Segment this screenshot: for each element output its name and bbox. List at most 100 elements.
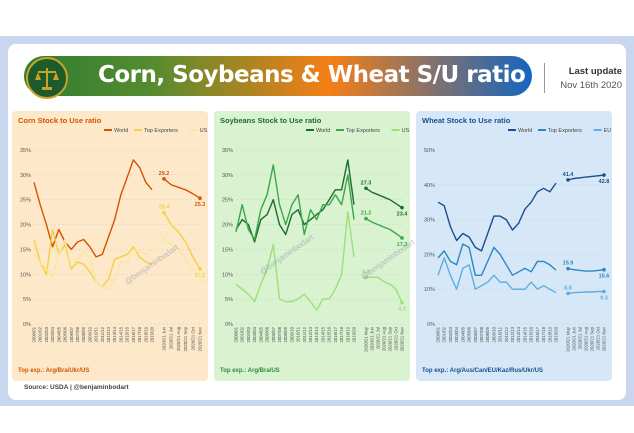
- header-divider: [544, 63, 545, 93]
- wheat-chart-title: Wheat Stock to Use ratio: [422, 116, 511, 125]
- x-tick-label: 2008/09: [485, 326, 490, 342]
- page-title: Corn, Soybeans & Wheat S/U ratio: [98, 62, 526, 88]
- last-update-date: Nov 16th 2020: [560, 80, 622, 91]
- x-tick-label: 2020/21 Aug: [584, 326, 589, 351]
- scales-logo-icon: [26, 57, 68, 99]
- x-tick-label: 2003/04: [252, 326, 257, 342]
- corn-panel: [12, 111, 208, 381]
- x-tick-label: 2015/16: [529, 326, 534, 342]
- x-tick-label: 2005/06: [265, 326, 270, 342]
- y-tick-label: 25%: [222, 198, 233, 204]
- data-label: 17.3: [397, 242, 408, 248]
- x-tick-label: 2010/11: [296, 326, 301, 342]
- x-tick-label: 2015/16: [327, 326, 332, 342]
- x-tick-label: 2020/21 May: [364, 326, 369, 352]
- x-tick-label: 2013/14: [112, 326, 117, 342]
- x-tick-label: 2007/08: [479, 326, 484, 342]
- series-line-world: [437, 182, 557, 252]
- projection-point: [364, 275, 368, 280]
- x-tick-label: 2006/07: [69, 326, 74, 342]
- title-banner: [24, 56, 532, 96]
- x-tick-label: 2003/04: [454, 326, 459, 342]
- y-tick-label: 25%: [20, 198, 31, 204]
- y-tick-label: 0%: [427, 322, 435, 328]
- y-tick-label: 10%: [222, 272, 233, 278]
- y-tick-label: 20%: [424, 252, 435, 258]
- x-tick-label: 2010/11: [498, 326, 503, 342]
- projection-line: [365, 187, 403, 209]
- soybeans-chart: 0% 5% 10% 15% 20% 25% 30% 35% World Top Exporters…: [222, 128, 410, 352]
- projection-point: [198, 273, 202, 278]
- y-tick-label: 30%: [20, 173, 31, 179]
- projection-point: [566, 291, 570, 296]
- y-tick-label: 35%: [20, 148, 31, 154]
- x-tick-label: 2009/10: [491, 326, 496, 342]
- projection-line: [567, 268, 605, 272]
- wheat-footnote: Top exp.: Arg/Aus/Can/EU/Kaz/Rus/Ukr/US: [422, 368, 544, 374]
- x-tick-label: 2020/21 Sep: [388, 326, 393, 351]
- x-tick-label: 2020/21 Aug: [382, 326, 387, 351]
- x-tick-label: 2003/04: [50, 326, 55, 342]
- legend-entry: EU: [604, 128, 612, 134]
- source-credit: Source: USDA | @benjaminbodart: [24, 384, 129, 391]
- projection-point: [162, 237, 166, 242]
- projection-point: [400, 300, 404, 305]
- x-tick-label: 2018/19: [345, 326, 350, 342]
- data-label: 9.8: [196, 279, 204, 285]
- x-tick-label: 2020/21 Sep: [183, 326, 188, 351]
- x-tick-label: 2014/15: [118, 326, 123, 342]
- x-tick-label: 2019/20: [554, 326, 559, 342]
- soybeans-panel: [214, 111, 410, 381]
- x-tick-label: 2020/21 Oct: [596, 326, 601, 350]
- x-tick-label: 2000/01: [234, 326, 239, 342]
- y-tick-label: 30%: [424, 218, 435, 224]
- x-tick-label: 2010/11: [94, 326, 99, 342]
- y-tick-label: 20%: [20, 223, 31, 229]
- data-label: 9.4: [362, 269, 371, 275]
- y-tick-label: 50%: [424, 148, 435, 154]
- y-tick-label: 10%: [424, 287, 435, 293]
- x-tick-label: 2000/01: [436, 326, 441, 342]
- projection-point: [162, 177, 166, 181]
- legend-entry: Top Exporters: [548, 128, 582, 134]
- data-label: 42.8: [599, 179, 610, 185]
- corn-footnote: Top exp.: Arg/Bra/Ukr/US: [18, 368, 90, 374]
- y-tick-label: 0%: [23, 322, 31, 328]
- x-tick-label: 2004/05: [56, 326, 61, 342]
- data-label: 15.6: [599, 274, 610, 280]
- projection-point: [602, 267, 606, 272]
- x-tick-label: 2012/13: [510, 326, 515, 342]
- soybeans-chart-title: Soybeans Stock to Use ratio: [220, 116, 322, 125]
- data-label: 22.4: [159, 205, 171, 211]
- y-tick-label: 10%: [20, 272, 31, 278]
- x-tick-label: 2019/20: [150, 326, 155, 342]
- x-tick-label: 2012/13: [308, 326, 313, 342]
- projection-line: [163, 178, 201, 199]
- x-tick-label: 2007/08: [75, 326, 80, 342]
- projection-point: [364, 216, 368, 221]
- projection-point: [566, 266, 570, 271]
- x-tick-label: 2020/21 Jul: [169, 327, 174, 349]
- x-tick-label: 2004/05: [258, 326, 263, 342]
- projection-line: [567, 174, 605, 181]
- x-tick-label: 2020/21 Nov: [400, 326, 405, 351]
- y-tick-label: 30%: [222, 173, 233, 179]
- x-tick-label: 2000/01: [32, 326, 37, 342]
- data-label: 4.3: [398, 307, 406, 313]
- x-tick-label: 2020/21 Oct: [394, 326, 399, 350]
- data-label: 27.3: [361, 180, 372, 186]
- x-tick-label: 2007/08: [277, 326, 282, 342]
- projection-point: [400, 205, 404, 210]
- projection-point: [162, 210, 166, 215]
- y-tick-label: 40%: [424, 183, 435, 189]
- corn-chart: 0% 5% 10% 15% 20% 25% 30% 35% World Top Exporters…: [20, 128, 208, 351]
- legend-entry: World: [518, 128, 532, 134]
- x-tick-label: 2009/10: [289, 326, 294, 342]
- x-tick-label: 2009/10: [87, 326, 92, 342]
- x-tick-label: 2013/14: [314, 326, 319, 342]
- x-tick-label: 2002/03: [44, 326, 49, 342]
- data-label: 17.0: [159, 231, 170, 237]
- y-tick-label: 20%: [222, 223, 233, 229]
- x-tick-label: 2005/06: [63, 326, 68, 342]
- y-tick-label: 15%: [20, 247, 31, 253]
